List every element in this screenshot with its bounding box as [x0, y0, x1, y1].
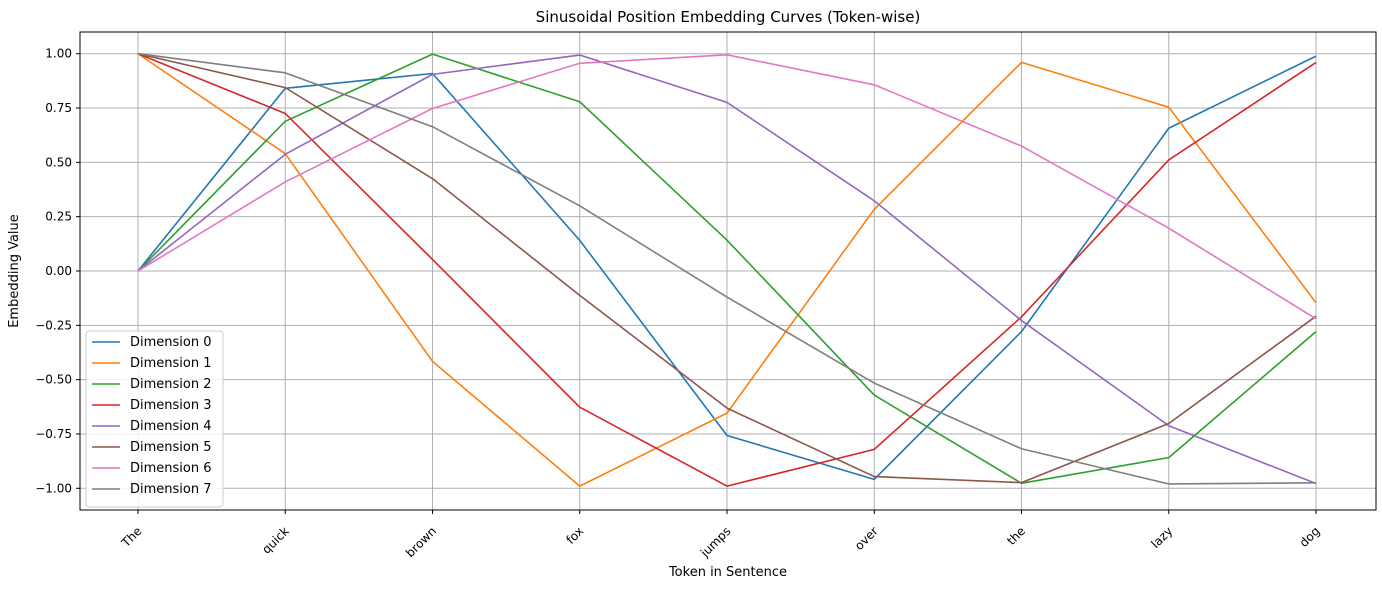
series-line-dimension-2 — [137, 53, 1317, 485]
x-tick-label: The — [118, 524, 144, 550]
y-tick-label: 0.00 — [45, 264, 72, 278]
x-tick-label: brown — [403, 524, 439, 560]
series-line-dimension-4 — [137, 54, 1317, 485]
legend-label: Dimension 1 — [130, 356, 212, 371]
series-line-dimension-1 — [137, 53, 1317, 487]
x-tick-label: dog — [1297, 524, 1323, 550]
series-line-dimension-0 — [137, 55, 1317, 481]
x-tick-label: lazy — [1148, 524, 1175, 551]
chart-title: Sinusoidal Position Embedding Curves (To… — [536, 8, 921, 26]
legend-label: Dimension 4 — [130, 419, 212, 434]
grid — [80, 32, 1376, 510]
y-tick-label: −0.75 — [35, 427, 72, 441]
x-axis: The quick brown fox jumps over the lazy dog — [118, 510, 1323, 560]
series-line-dimension-5 — [137, 52, 1317, 484]
x-tick-label: fox — [563, 524, 586, 547]
y-tick-label: −1.00 — [35, 481, 72, 495]
legend-label: Dimension 6 — [130, 461, 212, 476]
legend-label: Dimension 0 — [130, 335, 212, 350]
series-lines — [137, 52, 1317, 487]
legend-label: Dimension 7 — [130, 482, 212, 497]
legend-label: Dimension 3 — [130, 398, 212, 413]
series-line-dimension-3 — [137, 52, 1317, 487]
series-line-dimension-7 — [137, 52, 1317, 485]
legend: Dimension 0 Dimension 1 Dimension 2 Dimensi… — [85, 330, 224, 508]
x-axis-label: Token in Sentence — [668, 565, 787, 580]
x-tick-label: quick — [259, 524, 292, 557]
y-tick-label: 0.25 — [45, 210, 72, 224]
series-line-dimension-6 — [137, 54, 1317, 320]
y-tick-label: −0.50 — [35, 373, 72, 387]
y-axis: −1.00 −0.75 −0.50 −0.25 0.00 0.25 0.50 0.75 1.00 — [35, 47, 80, 495]
y-axis-label: Embedding Value — [7, 214, 22, 328]
legend-label: Dimension 2 — [130, 377, 212, 392]
legend-label: Dimension 5 — [130, 440, 212, 455]
x-tick-label: jumps — [697, 524, 733, 560]
y-tick-label: 0.75 — [45, 101, 72, 115]
y-tick-label: 0.50 — [45, 155, 72, 169]
y-tick-label: −0.25 — [35, 318, 72, 332]
x-tick-label: the — [1004, 524, 1028, 548]
x-tick-label: over — [852, 524, 881, 553]
legend-box — [85, 330, 224, 508]
y-tick-label: 1.00 — [45, 47, 72, 61]
